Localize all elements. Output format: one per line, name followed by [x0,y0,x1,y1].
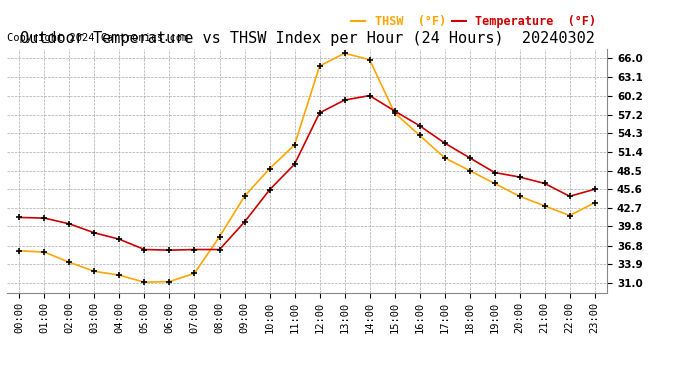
Text: Copyright 2024 Cartronics.com: Copyright 2024 Cartronics.com [7,33,188,43]
Title: Outdoor Temperature vs THSW Index per Hour (24 Hours)  20240302: Outdoor Temperature vs THSW Index per Ho… [19,31,595,46]
Legend: THSW  (°F), Temperature  (°F): THSW (°F), Temperature (°F) [346,11,601,33]
